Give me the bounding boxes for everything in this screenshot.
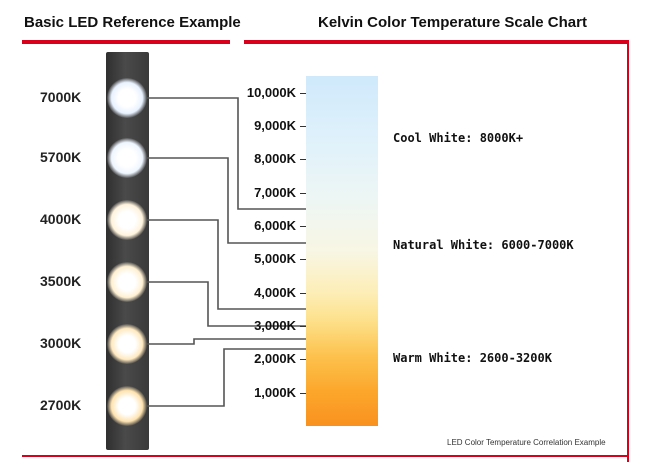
scale-tick-label: 5,000K [254,251,296,267]
connector-line [147,338,306,345]
scale-tick-label: 6,000K [254,218,296,233]
frame-bottom-border [22,455,629,457]
led-bulb [107,138,147,178]
scale-tick-label: 7,000K [254,184,296,200]
scale-tick-label: 9,000K [254,118,296,133]
led-kelvin-label: 3000K [40,335,82,351]
scale-tick-mark [300,226,306,227]
connector-line [147,97,306,210]
right-title: Kelvin Color Temperature Scale Chart [318,14,587,31]
scale-tick-label: 1,000K [254,384,296,400]
led-kelvin-label: 7000K [40,89,82,105]
caption: LED Color Temperature Correlation Exampl… [447,438,606,447]
scale-tick-mark [300,126,306,127]
connector-line [147,281,306,327]
led-kelvin-label: 3500K [40,273,82,289]
left-title: Basic LED Reference Example [24,14,241,31]
scale-tick-mark [300,193,306,194]
left-title-rule [22,40,230,44]
kelvin-scale-bar [306,76,378,426]
frame-right-border [627,44,629,462]
led-bulb [107,78,147,118]
range-note: Natural White: 6000-7000K [393,238,574,252]
scale-tick-mark [300,359,306,360]
scale-tick-label: 2,000K [254,351,296,367]
scale-tick-mark [300,93,306,94]
scale-tick-label: 8,000K [254,151,296,167]
scale-tick-mark [300,259,306,260]
right-title-rule [244,40,629,44]
range-note: Warm White: 2600-3200K [393,351,552,366]
scale-tick-mark [300,393,306,394]
connector-line [147,348,306,407]
range-note: Cool White: 8000K+ [393,131,524,146]
led-bulb [107,262,147,302]
scale-tick-label: 3,000K [254,318,296,333]
led-kelvin-label: 5700K [40,149,82,165]
led-bulb [107,386,147,426]
led-bulb [107,324,147,364]
led-bulb [107,200,147,240]
connector-line [147,157,306,244]
scale-tick-mark [300,293,306,294]
scale-tick-label: 4,000K [254,284,296,300]
led-kelvin-label: 4000K [40,211,82,227]
scale-tick-mark [300,326,306,327]
scale-tick-mark [300,159,306,160]
scale-tick-label: 10,000K [246,84,296,100]
led-kelvin-label: 2700K [40,397,82,413]
connector-line [147,219,306,310]
led-strip [106,52,149,450]
